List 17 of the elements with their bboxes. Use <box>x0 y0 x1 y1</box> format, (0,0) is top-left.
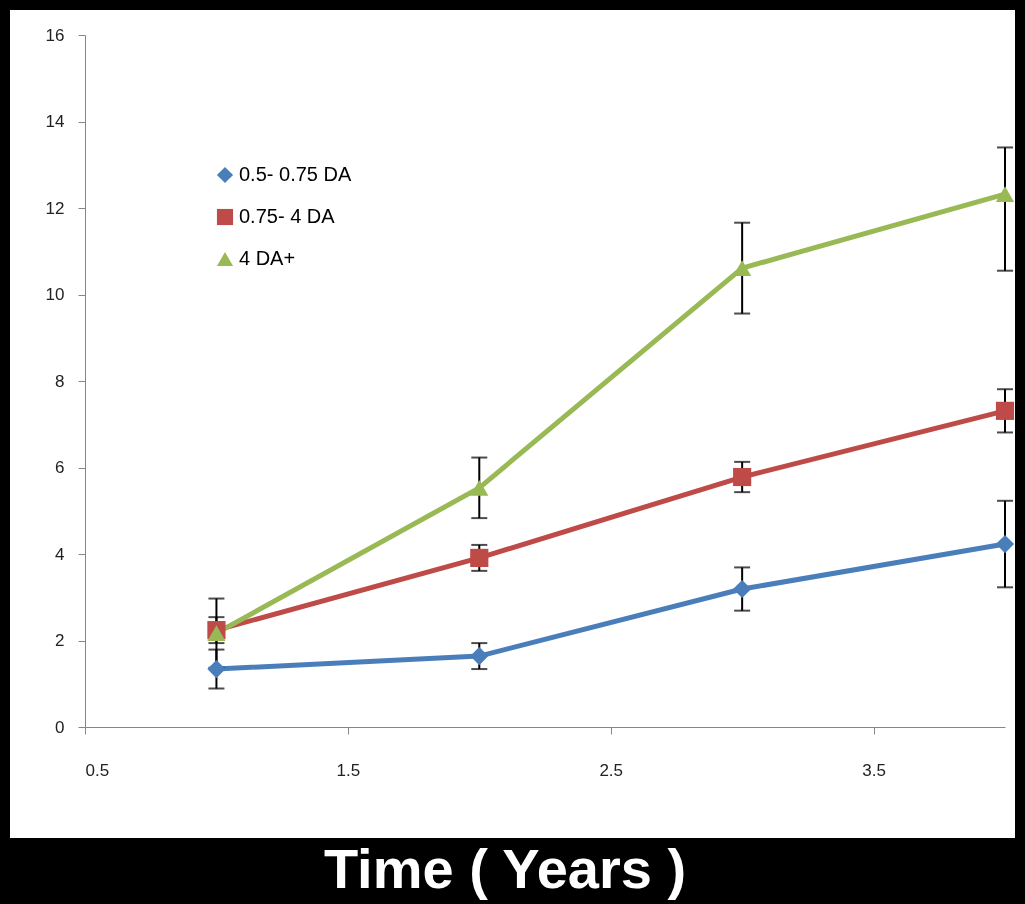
x-tick-label: 2.5 <box>599 760 624 780</box>
legend-label: 4 DA+ <box>239 247 296 269</box>
legend-label: 0.5- 0.75 DA <box>239 163 352 185</box>
y-tick-label: 12 <box>45 198 65 218</box>
x-tick-label: 1.5 <box>336 760 361 780</box>
y-tick-label: 0 <box>55 717 65 737</box>
y-tick-label: 10 <box>45 285 65 304</box>
y-tick-label: 8 <box>55 371 65 391</box>
legend-label: 0.75- 4 DA <box>239 205 336 227</box>
y-tick-label: 16 <box>45 25 65 45</box>
x-axis-title: Time ( Years ) <box>322 836 688 902</box>
y-tick-label: 14 <box>45 112 65 131</box>
y-tick-label: 4 <box>55 544 65 564</box>
y-tick-label: 6 <box>55 458 65 477</box>
x-tick-label: 0.5 <box>85 760 110 780</box>
y-tick-label: 2 <box>55 631 65 650</box>
x-tick-label: 3.5 <box>862 760 886 780</box>
